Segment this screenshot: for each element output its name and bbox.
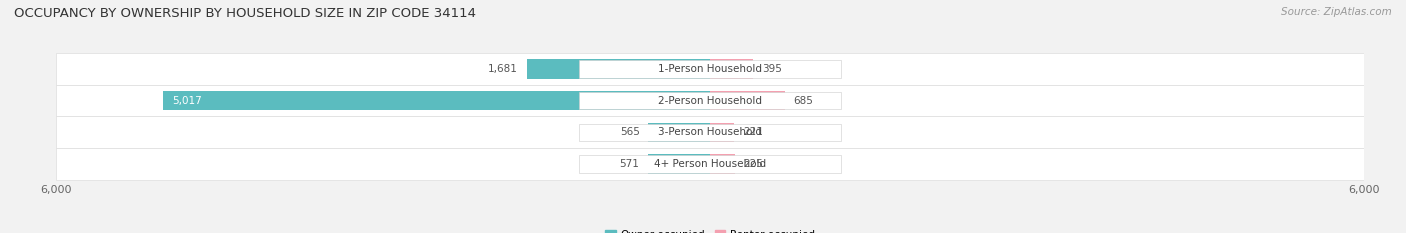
Text: 395: 395 [762, 64, 782, 74]
Text: 2-Person Household: 2-Person Household [658, 96, 762, 106]
Text: Source: ZipAtlas.com: Source: ZipAtlas.com [1281, 7, 1392, 17]
Bar [56, 53, 1364, 85]
Text: 1,681: 1,681 [488, 64, 519, 74]
Text: 1-Person Household: 1-Person Household [658, 64, 762, 74]
Text: 4+ Person Household: 4+ Person Household [654, 159, 766, 169]
Text: 225: 225 [744, 159, 763, 169]
Bar [579, 60, 841, 78]
Bar [710, 154, 734, 174]
Bar [56, 148, 1364, 180]
Bar [56, 116, 1364, 148]
Bar [579, 92, 841, 110]
Bar [527, 59, 710, 79]
Bar [579, 123, 841, 141]
Bar [710, 59, 754, 79]
Text: 221: 221 [742, 127, 762, 137]
Bar [648, 154, 710, 174]
Text: OCCUPANCY BY OWNERSHIP BY HOUSEHOLD SIZE IN ZIP CODE 34114: OCCUPANCY BY OWNERSHIP BY HOUSEHOLD SIZE… [14, 7, 477, 20]
Text: 565: 565 [620, 127, 640, 137]
Text: 5,017: 5,017 [172, 96, 202, 106]
Text: 685: 685 [793, 96, 813, 106]
Bar [710, 91, 785, 110]
Bar [579, 155, 841, 173]
Text: 3-Person Household: 3-Person Household [658, 127, 762, 137]
Text: 571: 571 [619, 159, 640, 169]
Bar [710, 123, 734, 142]
Bar [163, 91, 710, 110]
Bar [648, 123, 710, 142]
Legend: Owner-occupied, Renter-occupied: Owner-occupied, Renter-occupied [602, 226, 818, 233]
Bar [56, 85, 1364, 116]
